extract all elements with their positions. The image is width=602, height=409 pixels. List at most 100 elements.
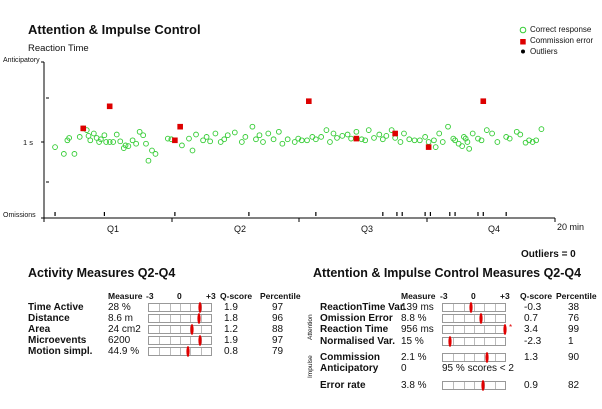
header-zero: 0 [471,291,476,301]
correct-response-point [284,136,291,143]
row-q-score: 0.9 [524,380,538,391]
correct-response-point [469,130,476,137]
correct-response-point [106,139,113,145]
correct-response-point [122,142,129,149]
header-neg3: -3 [146,291,154,301]
correct-response-point [76,134,83,140]
row-q-score: 1.2 [224,324,238,335]
gauge-divider [453,315,455,322]
legend-outlier-label: Outliers [530,47,558,56]
row-measure: 2.1 % [401,352,427,363]
q-score-marker [469,302,473,313]
gauge-divider [180,304,181,311]
correct-response-point [353,128,360,135]
correct-response-point [140,132,147,139]
correct-response-point [270,136,277,143]
row-measure: 44.9 % [108,346,140,357]
row-q-score: 1.9 [224,335,238,346]
correct-response-point [425,139,432,145]
correct-response-point [344,131,351,138]
row-percentile: 82 [568,380,580,391]
chart-subtitle: Reaction Time [28,43,89,54]
gauge-divider [190,315,192,322]
quarter-label-q2: Q2 [234,224,247,234]
legend-outlier-marker [521,49,525,54]
header-q-score: Q-score [220,291,253,301]
correct-response-point [224,132,231,139]
gauge-divider [453,382,455,389]
correct-response-point [466,145,473,152]
gauge-divider [159,348,161,355]
header-pos3: +3 [206,291,216,301]
row-measure: 3.8 % [401,380,427,391]
row-percentile: 1 [568,336,574,347]
correct-response-point [411,137,418,144]
q-score-gauge [442,336,506,347]
legend-commission-label: Commission error [530,36,594,45]
correct-response-point [478,137,485,144]
correct-response-point [265,130,272,137]
q-score-marker [198,302,202,313]
q-score-marker [448,336,452,347]
q-score-gauge [148,302,212,313]
gauge-divider [484,304,486,311]
correct-response-point [383,133,390,139]
correct-response-point [464,139,471,145]
correct-response-point [376,131,383,138]
correct-response-point [98,136,104,143]
row-label: Motion simpl. [28,346,93,357]
correct-response-point [538,126,545,132]
row-measure: 6200 [108,335,131,346]
correct-response-point [186,135,192,142]
gauge-divider [463,304,465,311]
correct-response-point [87,137,94,144]
q-score-marker [186,346,190,357]
correct-response-point [371,135,377,141]
correct-response-point [189,147,196,154]
correct-response-point [529,139,536,145]
correct-response-point [249,123,256,130]
gauge-divider [169,326,171,333]
correct-response-point [517,131,524,138]
correct-response-point [260,139,266,145]
correct-response-point [461,134,467,140]
gauge-divider [190,337,192,344]
row-label: Normalised Var. [320,336,396,347]
correct-response-point [422,134,428,140]
gauge-divider [494,338,496,345]
gauge-divider [159,304,161,311]
correct-response-point [66,135,72,141]
gauge-divider [453,354,455,361]
correct-response-point [149,147,155,154]
q-score-gauge [148,346,212,357]
commission-error-point [425,144,432,150]
correct-points [52,123,545,164]
row-q-score: 3.4 [524,324,538,335]
x-end-label: 20 min [557,222,585,232]
commission-error-point [177,123,183,130]
correct-response-point [379,136,386,143]
correct-response-point [406,136,413,143]
correct-response-point [431,137,437,144]
gauge-divider [474,315,475,322]
row-percentile: 97 [272,335,284,346]
quarter-ticks [43,218,556,222]
correct-response-point [362,137,369,144]
correct-response-point [475,135,481,142]
commission-error-point [353,135,360,142]
gauge-divider [200,326,202,333]
correct-response-point [323,127,330,133]
correct-response-point [133,140,139,147]
q-score-gauge [442,313,506,324]
gauge-divider [474,354,475,361]
reaction-time-plot [41,61,556,222]
gauge-divider [159,326,161,333]
correct-response-point [253,136,259,143]
correct-response-point [494,139,501,145]
correct-response-point [221,136,228,143]
commission-error-point [172,137,178,144]
gauge-divider [169,304,171,311]
row-label: Area [28,324,51,335]
q-score-gauge [148,324,212,335]
row-q-score: 0.7 [524,313,538,324]
